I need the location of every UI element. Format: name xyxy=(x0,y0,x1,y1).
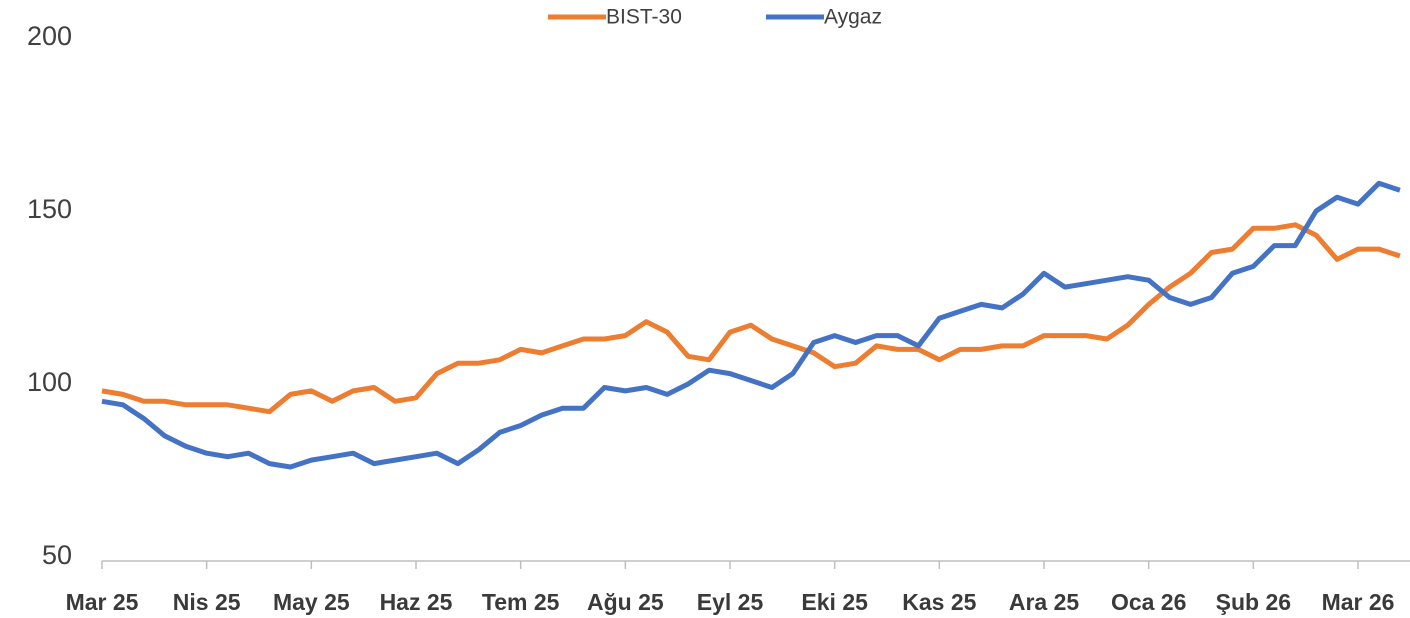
y-tick-label: 200 xyxy=(27,21,72,51)
x-tick-label: Eyl 25 xyxy=(697,589,764,615)
x-tick-label: May 25 xyxy=(273,589,350,615)
series-line xyxy=(101,222,1401,415)
x-tick-label: Haz 25 xyxy=(380,589,453,615)
y-tick-label: 150 xyxy=(27,194,72,224)
x-tick-label: Oca 26 xyxy=(1111,589,1186,615)
series-line xyxy=(101,180,1401,470)
x-tick-label: Nis 25 xyxy=(173,589,241,615)
x-tick-label: Tem 25 xyxy=(482,589,560,615)
x-tick-label: Eki 25 xyxy=(801,589,868,615)
legend-label: BIST-30 xyxy=(606,6,682,29)
x-tick-label: Şub 26 xyxy=(1216,589,1291,615)
y-tick-label: 100 xyxy=(27,367,72,397)
x-tick-label: Ara 25 xyxy=(1009,589,1080,615)
x-tick-label: Mar 25 xyxy=(66,589,139,615)
x-tick-label: Mar 26 xyxy=(1322,589,1395,615)
y-tick-label: 50 xyxy=(42,540,72,570)
legend-label: Aygaz xyxy=(824,6,882,29)
x-tick-label: Kas 25 xyxy=(902,589,976,615)
x-tick-label: Ağu 25 xyxy=(587,589,664,615)
